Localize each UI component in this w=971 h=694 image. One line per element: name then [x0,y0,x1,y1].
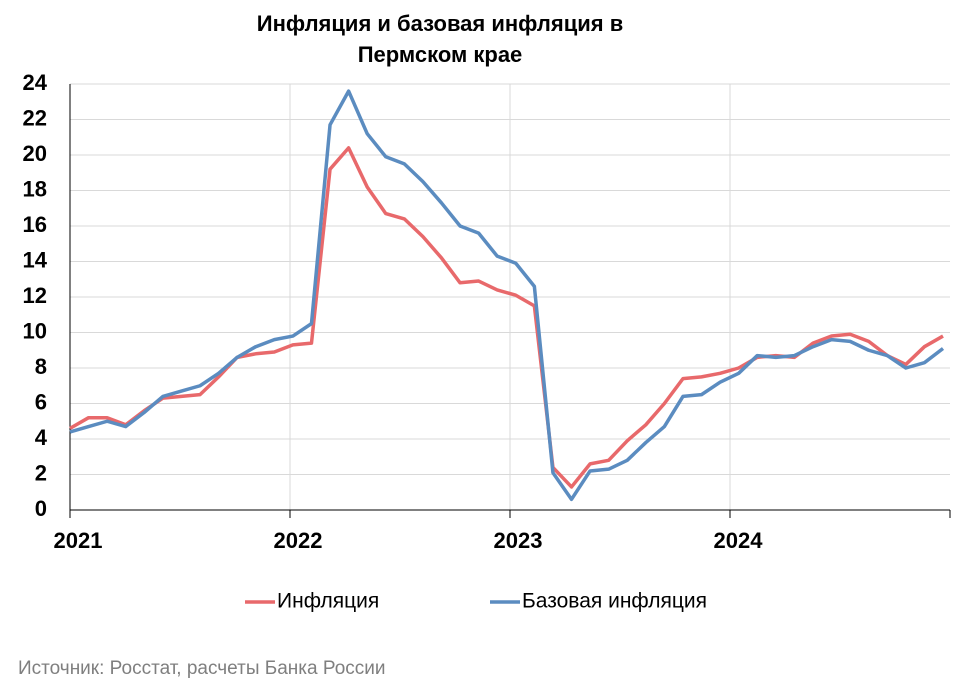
y-tick-label: 24 [23,70,48,95]
legend-label: Базовая инфляция [522,590,707,613]
y-tick-label: 8 [35,354,47,379]
y-tick-label: 10 [23,318,47,343]
y-tick-label: 12 [23,283,47,308]
y-tick-label: 14 [23,247,48,272]
x-tick-label: 2023 [494,528,543,553]
chart-title: Инфляция и базовая инфляция в [257,11,623,36]
y-tick-label: 4 [35,425,48,450]
y-tick-label: 2 [35,460,47,485]
chart-title: Пермском крае [358,42,523,67]
x-tick-label: 2022 [274,528,323,553]
y-tick-label: 0 [35,496,47,521]
y-tick-label: 20 [23,141,47,166]
y-tick-label: 16 [23,212,47,237]
legend-label: Инфляция [277,590,379,613]
source-note: Источник: Росстат, расчеты Банка России [18,658,386,679]
y-tick-label: 22 [23,105,47,130]
x-tick-label: 2024 [714,528,764,553]
y-tick-label: 6 [35,389,47,414]
x-tick-label: 2021 [54,528,103,553]
series-line [69,89,945,502]
series-line [69,146,944,489]
y-tick-label: 18 [23,176,47,201]
